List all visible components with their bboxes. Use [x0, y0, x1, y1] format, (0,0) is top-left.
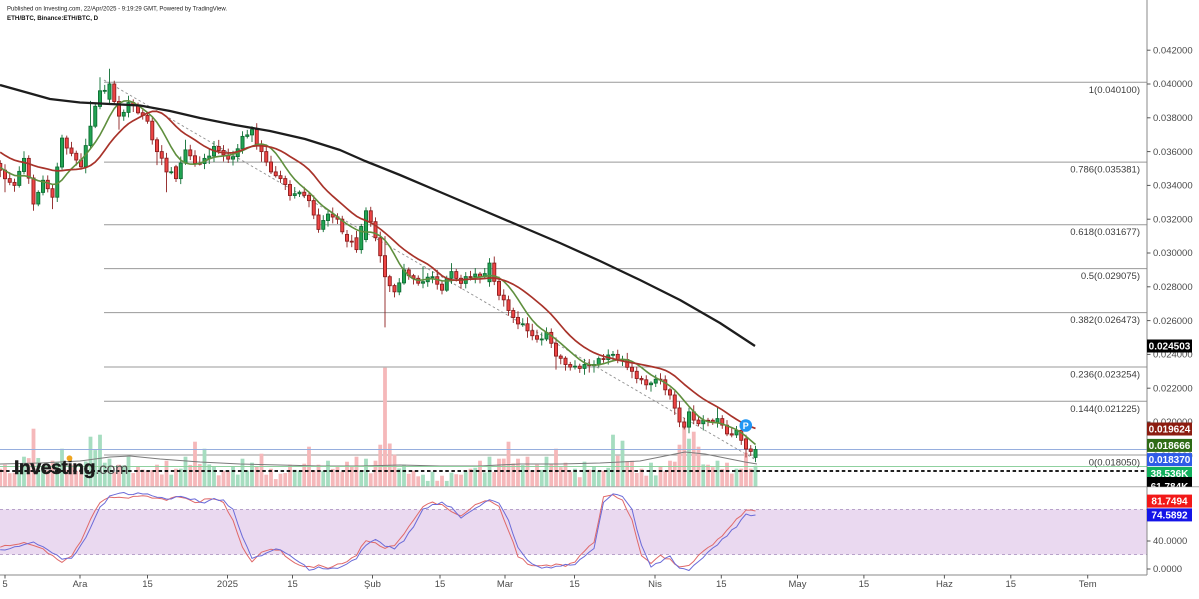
svg-text:Şub: Şub [364, 579, 381, 590]
svg-text:Investing.com: Investing.com [14, 457, 128, 479]
svg-text:0.040000: 0.040000 [1153, 79, 1193, 90]
svg-text:0.022000: 0.022000 [1153, 383, 1193, 394]
svg-text:Ara: Ara [73, 579, 89, 590]
svg-text:ETH/BTC, Binance:ETH/BTC, D: ETH/BTC, Binance:ETH/BTC, D [7, 15, 99, 22]
svg-text:0.034000: 0.034000 [1153, 181, 1193, 192]
svg-text:Mar: Mar [497, 579, 513, 590]
svg-text:0.038000: 0.038000 [1153, 113, 1193, 124]
svg-text:0.018666: 0.018666 [1149, 441, 1191, 452]
svg-text:15: 15 [142, 579, 153, 590]
svg-text:0.024503: 0.024503 [1149, 341, 1191, 352]
svg-text:0.5(0.029075): 0.5(0.029075) [1081, 271, 1140, 282]
svg-text:15: 15 [435, 579, 446, 590]
svg-text:0.0000: 0.0000 [1153, 564, 1182, 575]
svg-text:15: 15 [716, 579, 727, 590]
svg-text:0.018370: 0.018370 [1149, 455, 1191, 466]
svg-text:0.026000: 0.026000 [1153, 316, 1193, 327]
svg-text:0.382(0.026473): 0.382(0.026473) [1070, 315, 1140, 326]
svg-text:May: May [789, 579, 807, 590]
svg-text:0.042000: 0.042000 [1153, 45, 1193, 56]
svg-text:0.618(0.031677): 0.618(0.031677) [1070, 227, 1140, 238]
svg-text:15: 15 [569, 579, 580, 590]
svg-text:5: 5 [2, 579, 7, 590]
svg-text:1(0.040100): 1(0.040100) [1089, 85, 1140, 96]
svg-text:0.036000: 0.036000 [1153, 147, 1193, 158]
svg-text:Published on Investing.com, 22: Published on Investing.com, 22/Apr/2025 … [7, 7, 227, 13]
svg-text:0.019624: 0.019624 [1149, 424, 1191, 435]
svg-text:0(0.018050): 0(0.018050) [1089, 458, 1140, 469]
svg-text:81.7494: 81.7494 [1151, 497, 1188, 508]
svg-text:15: 15 [859, 579, 870, 590]
svg-text:0.028000: 0.028000 [1153, 282, 1193, 293]
svg-text:15: 15 [287, 579, 298, 590]
svg-text:0.786(0.035381): 0.786(0.035381) [1070, 165, 1140, 176]
svg-text:2025: 2025 [217, 579, 238, 590]
svg-text:P: P [743, 421, 749, 431]
svg-text:0.032000: 0.032000 [1153, 214, 1193, 225]
svg-text:0.024000: 0.024000 [1153, 350, 1193, 361]
svg-text:15: 15 [1006, 579, 1017, 590]
svg-text:40.0000: 40.0000 [1153, 536, 1187, 547]
svg-text:61.784K: 61.784K [1151, 482, 1190, 493]
svg-text:Tem: Tem [1079, 579, 1097, 590]
svg-text:0.144(0.021225): 0.144(0.021225) [1070, 404, 1140, 415]
svg-text:38.536K: 38.536K [1151, 469, 1190, 480]
svg-text:0.030000: 0.030000 [1153, 248, 1193, 259]
svg-text:0.236(0.023254): 0.236(0.023254) [1070, 370, 1140, 381]
svg-text:Haz: Haz [936, 579, 953, 590]
svg-text:Nis: Nis [648, 579, 662, 590]
svg-text:74.5892: 74.5892 [1151, 510, 1188, 521]
